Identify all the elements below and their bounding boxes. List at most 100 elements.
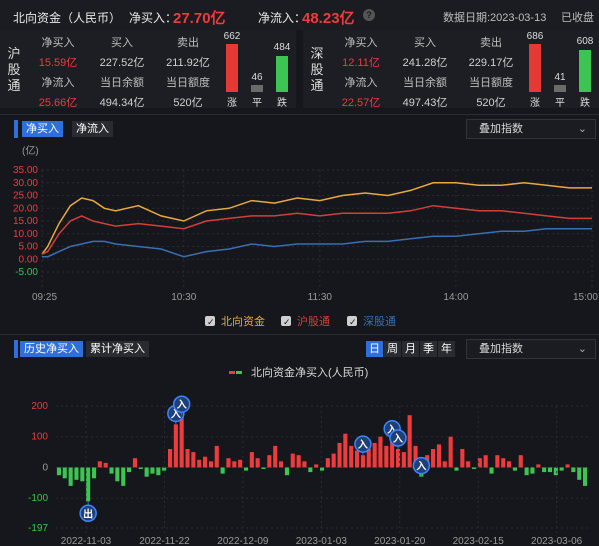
sz-connect-name: 深股通	[310, 46, 324, 93]
sz-down-bar	[579, 50, 591, 92]
history-overlay-label: 叠加指数	[479, 343, 523, 355]
bar	[150, 467, 155, 474]
sz-connect-line	[42, 227, 592, 258]
bar	[284, 467, 289, 476]
bar	[518, 455, 523, 468]
data-date: 数据日期:2023-03-13	[443, 12, 547, 24]
sz-up-count: 686	[526, 31, 544, 42]
period-week[interactable]: 周	[384, 341, 401, 357]
bar	[220, 467, 225, 474]
bar	[296, 455, 301, 468]
divider	[0, 114, 599, 115]
bar	[536, 464, 541, 468]
period-year[interactable]: 年	[438, 341, 455, 357]
bar	[273, 445, 278, 468]
bar	[466, 461, 471, 468]
bar	[138, 467, 143, 469]
header-bar: 北向资金（人民币） 净买入： 27.70亿 净流入： 48.23亿 ? 数据日期…	[0, 0, 599, 30]
bar	[238, 459, 243, 468]
tab-cumulative-net-buy[interactable]: 累计净买入	[86, 341, 149, 357]
bar	[512, 467, 517, 471]
x-tick-label: 2022-11-03	[61, 536, 112, 546]
legend-label: 深股通	[363, 315, 396, 328]
sh-down-bar	[276, 56, 288, 92]
legend-label: 沪股通	[297, 314, 330, 328]
bar	[571, 467, 576, 473]
market-status: 已收盘	[561, 12, 594, 24]
marker-label: 入	[387, 424, 397, 436]
y-tick-label: 15.00	[13, 216, 38, 227]
sh-flat-count: 46	[251, 72, 263, 83]
bar	[121, 467, 126, 486]
period-quarter[interactable]: 季	[420, 341, 437, 357]
legend-checkbox	[281, 316, 291, 326]
sh-net-inflow: 净流入 25.66亿	[38, 77, 78, 109]
sh-connect-panel: 沪股通 净买入 15.59亿 买入 227.52亿 卖出 211.92亿 净流入 25.…	[0, 30, 296, 109]
bar	[448, 436, 453, 468]
sz-up-bar	[529, 44, 541, 92]
y-tick-label: 30.00	[13, 178, 38, 189]
section-marker	[14, 120, 18, 138]
y-tick-label: -197	[28, 523, 48, 534]
bar	[279, 461, 284, 468]
bar	[267, 455, 272, 468]
bar	[553, 467, 558, 476]
legend-swatch-up	[229, 371, 235, 374]
overlay-index-dropdown[interactable]: 叠加指数 ⌄	[466, 119, 596, 139]
period-day[interactable]: 日	[366, 341, 383, 357]
bar	[56, 467, 61, 476]
bar	[74, 467, 79, 480]
bar	[214, 445, 219, 468]
bar	[320, 467, 325, 471]
legend-swatch-down	[236, 371, 242, 374]
bar	[378, 436, 383, 468]
bar	[109, 467, 114, 474]
bar	[460, 449, 465, 468]
bar	[173, 424, 178, 468]
inflow-marker: 入	[412, 456, 431, 477]
sh-down-count: 484	[273, 42, 291, 53]
sh-connect-line	[41, 204, 592, 255]
tab-net-buy[interactable]: 净买入	[22, 121, 63, 137]
legend-label: 北向资金净买入(人民币)	[251, 365, 368, 379]
period-month[interactable]: 月	[402, 341, 419, 357]
sh-up-bar	[226, 44, 238, 92]
x-tick-label: 2023-01-03	[296, 536, 348, 546]
y-tick-label: -100	[28, 493, 48, 504]
bar	[132, 458, 137, 468]
x-tick-label: 10:30	[171, 292, 196, 303]
bar	[325, 458, 330, 468]
sh-flat-bar	[251, 85, 263, 92]
sz-net-buy: 净买入 12.11亿	[342, 37, 380, 69]
bar	[489, 467, 494, 474]
page-title: 北向资金（人民币）	[13, 11, 122, 25]
legend-item: ✓ 沪股通	[281, 314, 330, 328]
chevron-down-icon: ⌄	[577, 343, 587, 355]
marker-label: 入	[171, 408, 181, 420]
sz-flat-count: 41	[554, 72, 566, 83]
legend-label: 北向资金	[221, 314, 265, 328]
sz-buy: 买入 241.28亿	[402, 37, 448, 69]
bar	[501, 458, 506, 468]
tab-net-inflow[interactable]: 净流入	[72, 121, 113, 137]
bar	[583, 467, 588, 486]
x-tick-label: 09:25	[32, 292, 57, 303]
bar	[144, 467, 149, 477]
y-tick-label: 0.00	[19, 254, 39, 265]
history-overlay-dropdown[interactable]: 叠加指数 ⌄	[466, 339, 596, 359]
sz-flat-bar	[554, 85, 566, 92]
question-circle-icon[interactable]: ?	[363, 9, 375, 21]
bar	[197, 459, 202, 468]
bar	[442, 461, 447, 468]
overlay-index-label: 叠加指数	[479, 123, 523, 135]
bar	[203, 456, 208, 468]
tab-history-net-buy[interactable]: 历史净买入	[20, 341, 83, 357]
bar	[62, 467, 67, 479]
bar	[436, 444, 441, 468]
check-icon: ✓	[349, 317, 357, 327]
bar	[68, 467, 73, 486]
sz-connect-panel: 深股通 净买入 12.11亿 买入 241.28亿 卖出 229.17亿 净流入 22.…	[303, 30, 599, 109]
sh-flat-label: 平	[252, 98, 262, 109]
sh-sell: 卖出 211.92亿	[166, 37, 210, 69]
bar	[226, 458, 231, 468]
